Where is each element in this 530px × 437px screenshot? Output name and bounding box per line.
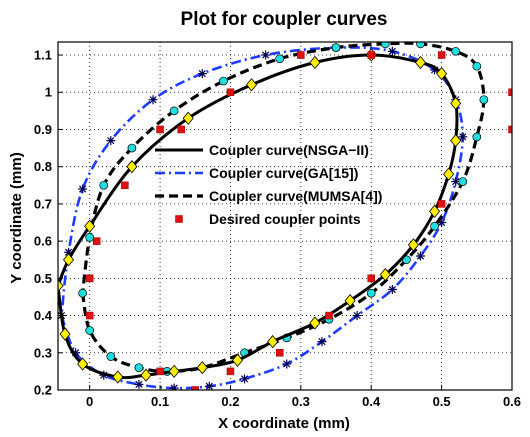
x-tick-label: 0.6 bbox=[503, 394, 521, 409]
data-point bbox=[169, 365, 179, 377]
y-axis-label: Y coordinate (mm) bbox=[8, 152, 25, 283]
y-tick-label: 0.9 bbox=[34, 122, 52, 137]
legend-entry: Coupler curve(MUMSA[4]) bbox=[155, 188, 382, 204]
legend-entry: Coupler curve(NSGA−II) bbox=[155, 142, 369, 158]
data-point bbox=[93, 238, 100, 245]
data-point bbox=[367, 289, 375, 297]
data-point bbox=[381, 40, 389, 48]
data-point bbox=[297, 52, 304, 59]
x-tick-label: 0.5 bbox=[433, 394, 451, 409]
data-point bbox=[368, 275, 375, 282]
legend-marker-swatch bbox=[176, 216, 183, 223]
y-tick-label: 0.2 bbox=[34, 383, 52, 398]
data-point bbox=[261, 51, 270, 60]
data-point bbox=[86, 312, 93, 319]
data-point bbox=[100, 181, 108, 189]
data-point bbox=[332, 44, 340, 52]
data-point bbox=[480, 96, 488, 104]
data-point bbox=[128, 144, 136, 152]
y-tick-label: 0.3 bbox=[34, 345, 52, 360]
y-tick-label: 0.7 bbox=[34, 196, 52, 211]
data-point bbox=[134, 380, 143, 389]
data-point bbox=[178, 126, 185, 133]
y-tick-label: 0.6 bbox=[34, 234, 52, 249]
data-point bbox=[78, 185, 87, 194]
data-point bbox=[86, 326, 94, 334]
data-point bbox=[79, 289, 87, 297]
data-point bbox=[444, 168, 454, 180]
data-point bbox=[170, 384, 179, 393]
data-point bbox=[170, 107, 178, 115]
data-point bbox=[197, 362, 207, 374]
y-tick-label: 1 bbox=[45, 85, 52, 100]
data-point bbox=[473, 62, 481, 70]
data-point bbox=[310, 56, 320, 68]
data-point bbox=[416, 40, 424, 48]
data-point bbox=[198, 69, 207, 78]
legend-label: Coupler curve(NSGA−II) bbox=[209, 142, 369, 158]
y-tick-label: 0.4 bbox=[34, 308, 53, 323]
data-point bbox=[416, 252, 425, 261]
legend-label: Coupler curve(GA[15]) bbox=[209, 165, 358, 181]
x-tick-label: 0.3 bbox=[292, 394, 310, 409]
data-point bbox=[276, 55, 284, 63]
data-point bbox=[388, 47, 397, 56]
data-point bbox=[86, 275, 93, 282]
y-tick-label: 1.1 bbox=[34, 48, 52, 63]
x-axis-label: X coordinate (mm) bbox=[218, 415, 350, 432]
legend-entry: Desired coupler points bbox=[176, 211, 361, 227]
data-point bbox=[106, 136, 115, 145]
data-point bbox=[107, 353, 115, 361]
chart-title: Plot for coupler curves bbox=[181, 9, 388, 30]
x-tick-label: 0.2 bbox=[221, 394, 239, 409]
data-point bbox=[268, 336, 278, 348]
data-point bbox=[325, 312, 332, 319]
data-point bbox=[240, 374, 249, 383]
data-point bbox=[149, 95, 158, 104]
data-point bbox=[282, 359, 291, 368]
data-point bbox=[157, 368, 164, 375]
data-point bbox=[473, 133, 481, 141]
y-tick-label: 0.8 bbox=[34, 159, 52, 174]
data-point bbox=[157, 126, 164, 133]
legend-label: Coupler curve(MUMSA[4]) bbox=[209, 188, 382, 204]
data-point bbox=[227, 89, 234, 96]
data-point bbox=[431, 222, 439, 230]
data-point bbox=[227, 368, 234, 375]
legend: Coupler curve(NSGA−II) Coupler curve(GA[1… bbox=[155, 142, 382, 227]
series-2 bbox=[79, 40, 488, 376]
x-tick-label: 0.4 bbox=[362, 394, 381, 409]
data-point bbox=[135, 364, 143, 372]
data-point bbox=[219, 77, 227, 85]
data-point bbox=[459, 178, 467, 186]
x-tick-label: 0.1 bbox=[151, 394, 169, 409]
data-point bbox=[121, 182, 128, 189]
legend-entry: Coupler curve(GA[15]) bbox=[155, 165, 358, 181]
legend-label: Desired coupler points bbox=[209, 211, 361, 227]
data-point bbox=[368, 52, 375, 59]
data-point bbox=[247, 79, 257, 91]
data-point bbox=[388, 285, 397, 294]
data-point bbox=[86, 233, 94, 241]
data-point bbox=[438, 52, 445, 59]
data-point bbox=[276, 349, 283, 356]
x-tick-label: 0 bbox=[86, 394, 93, 409]
data-point bbox=[317, 337, 326, 346]
y-tick-label: 0.5 bbox=[34, 271, 52, 286]
data-point bbox=[353, 311, 362, 320]
data-point bbox=[452, 47, 460, 55]
data-point bbox=[438, 200, 445, 207]
